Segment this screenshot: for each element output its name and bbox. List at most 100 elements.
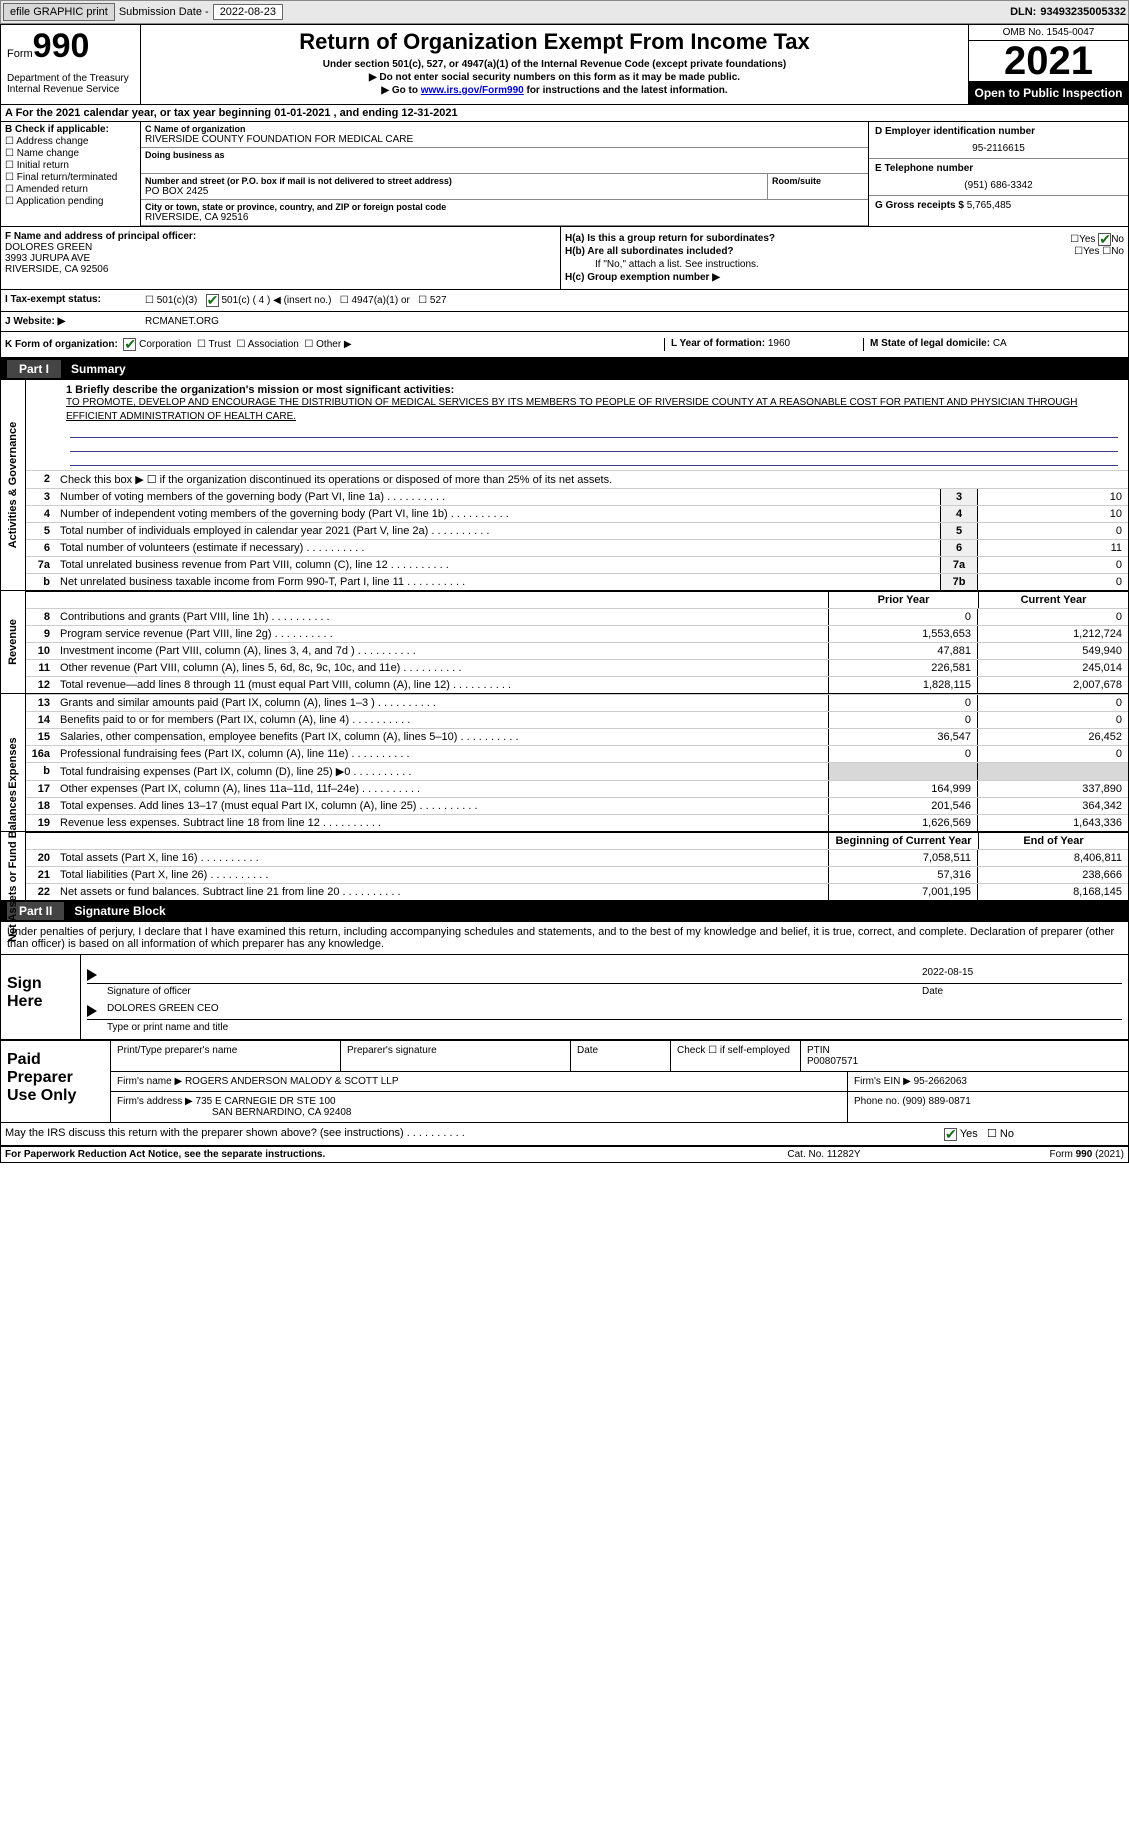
tax-status-label: I Tax-exempt status: bbox=[1, 290, 141, 311]
pp-firm-addr: Firm's address ▶ 735 E CARNEGIE DR STE 1… bbox=[111, 1092, 848, 1122]
tax-year: 2021 bbox=[969, 41, 1128, 82]
check-name-change[interactable]: ☐ Name change bbox=[5, 148, 136, 159]
check-initial-return[interactable]: ☐ Initial return bbox=[5, 160, 136, 171]
table-row: 18Total expenses. Add lines 13–17 (must … bbox=[26, 797, 1128, 814]
discuss-question: May the IRS discuss this return with the… bbox=[5, 1127, 944, 1141]
vert-activities-governance: Activities & Governance bbox=[1, 380, 26, 590]
officer-signature-field[interactable] bbox=[107, 967, 912, 981]
sign-date: 2022-08-15 bbox=[922, 967, 1122, 981]
form-subtitle: Under section 501(c), 527, or 4947(a)(1)… bbox=[149, 59, 960, 70]
dln-group: DLN: 93493235005332 bbox=[1010, 6, 1126, 18]
table-row: 6Total number of volunteers (estimate if… bbox=[26, 539, 1128, 556]
dba-cell: Doing business as bbox=[141, 148, 868, 174]
form-header: Form990 Department of the Treasury Inter… bbox=[1, 25, 1128, 104]
check-amended-return[interactable]: ☐ Amended return bbox=[5, 184, 136, 195]
paid-preparer-label: Paid Preparer Use Only bbox=[1, 1041, 111, 1122]
table-row: 15Salaries, other compensation, employee… bbox=[26, 728, 1128, 745]
ein-value: 95-2116615 bbox=[875, 143, 1122, 154]
dept-label: Department of the Treasury Internal Reve… bbox=[7, 73, 134, 95]
table-row: 14Benefits paid to or for members (Part … bbox=[26, 711, 1128, 728]
instructions-line: ▶ Go to www.irs.gov/Form990 for instruct… bbox=[149, 85, 960, 96]
dln-label: DLN: bbox=[1010, 6, 1036, 18]
sig-arrow-icon bbox=[87, 969, 97, 981]
footer-catno: Cat. No. 11282Y bbox=[724, 1149, 924, 1160]
pp-firm-name: Firm's name ▶ ROGERS ANDERSON MALODY & S… bbox=[111, 1072, 848, 1091]
table-row: bNet unrelated business taxable income f… bbox=[26, 573, 1128, 590]
check-application-pending[interactable]: ☐ Application pending bbox=[5, 196, 136, 207]
website-value: RCMANET.ORG bbox=[141, 312, 1128, 331]
dln-value: 93493235005332 bbox=[1040, 6, 1126, 18]
open-to-public: Open to Public Inspection bbox=[969, 82, 1128, 104]
vert-net-assets: Net Assets or Fund Balances bbox=[1, 832, 26, 900]
tax-status-options: ☐ 501(c)(3) 501(c) ( 4 ) ◀ (insert no.) … bbox=[141, 290, 1128, 311]
section-h: H(a) Is this a group return for subordin… bbox=[561, 227, 1128, 289]
form-number: 990 bbox=[33, 27, 90, 65]
gross-receipts-value: 5,765,485 bbox=[967, 200, 1012, 211]
table-row: 11Other revenue (Part VIII, column (A), … bbox=[26, 659, 1128, 676]
table-row: bTotal fundraising expenses (Part IX, co… bbox=[26, 762, 1128, 780]
check-final-return[interactable]: ☐ Final return/terminated bbox=[5, 172, 136, 183]
table-row: 21Total liabilities (Part X, line 26) . … bbox=[26, 866, 1128, 883]
table-row: 19Revenue less expenses. Subtract line 1… bbox=[26, 814, 1128, 831]
website-label: J Website: ▶ bbox=[1, 312, 141, 331]
table-row: 16aProfessional fundraising fees (Part I… bbox=[26, 745, 1128, 762]
officer-addr2: RIVERSIDE, CA 92506 bbox=[5, 264, 108, 275]
warning-line: ▶ Do not enter social security numbers o… bbox=[149, 72, 960, 83]
sig-officer-label: Signature of officer bbox=[107, 986, 912, 997]
discuss-yes-check[interactable] bbox=[944, 1128, 957, 1141]
section-b-head: B Check if applicable: bbox=[5, 124, 136, 135]
officer-addr1: 3993 JURUPA AVE bbox=[5, 253, 90, 264]
org-name: RIVERSIDE COUNTY FOUNDATION FOR MEDICAL … bbox=[145, 134, 864, 145]
org-name-cell: C Name of organization RIVERSIDE COUNTY … bbox=[141, 122, 868, 148]
table-row: 22Net assets or fund balances. Subtract … bbox=[26, 883, 1128, 900]
submission-date-label: Submission Date - bbox=[119, 6, 209, 18]
pp-date-lbl: Date bbox=[571, 1041, 671, 1071]
submission-date-group: Submission Date - 2022-08-23 bbox=[119, 4, 283, 20]
discuss-answer: Yes ☐ No bbox=[944, 1127, 1124, 1141]
tax-period-row: A For the 2021 calendar year, or tax yea… bbox=[1, 104, 1128, 121]
pp-sig-lbl: Preparer's signature bbox=[341, 1041, 571, 1071]
room-suite-cell: Room/suite bbox=[768, 174, 868, 199]
part2-header: Part II Signature Block bbox=[1, 900, 1128, 922]
table-row: 10Investment income (Part VIII, column (… bbox=[26, 642, 1128, 659]
part1-header: Part I Summary bbox=[1, 358, 1128, 380]
mission-text: TO PROMOTE, DEVELOP AND ENCOURAGE THE DI… bbox=[66, 396, 1122, 424]
officer-printed-name: DOLORES GREEN CEO bbox=[107, 1003, 1122, 1017]
check-corporation[interactable] bbox=[123, 338, 136, 351]
footer-left: For Paperwork Reduction Act Notice, see … bbox=[5, 1149, 724, 1160]
table-row: 13Grants and similar amounts paid (Part … bbox=[26, 694, 1128, 711]
city-state-zip: RIVERSIDE, CA 92516 bbox=[145, 212, 864, 223]
sig-date-label: Date bbox=[922, 986, 1122, 997]
check-501c4[interactable] bbox=[206, 294, 219, 307]
sig-arrow-icon bbox=[87, 1005, 97, 1017]
form-label: Form bbox=[7, 48, 33, 60]
pp-firm-phone: Phone no. (909) 889-0871 bbox=[848, 1092, 1128, 1122]
phone-cell: E Telephone number (951) 686-3342 bbox=[869, 159, 1128, 196]
pp-firm-ein: Firm's EIN ▶ 95-2662063 bbox=[848, 1072, 1128, 1091]
pp-ptin: PTINP00807571 bbox=[801, 1041, 1128, 1071]
table-row: 12Total revenue—add lines 8 through 11 (… bbox=[26, 676, 1128, 693]
q2-text: Check this box ▶ ☐ if the organization d… bbox=[56, 471, 1128, 488]
street-address-cell: Number and street (or P.O. box if mail i… bbox=[141, 174, 768, 199]
table-row: 9Program service revenue (Part VIII, lin… bbox=[26, 625, 1128, 642]
table-row: 7aTotal unrelated business revenue from … bbox=[26, 556, 1128, 573]
section-f: F Name and address of principal officer:… bbox=[1, 227, 561, 289]
city-cell: City or town, state or province, country… bbox=[141, 200, 868, 226]
efile-print-button[interactable]: efile GRAPHIC print bbox=[3, 3, 115, 21]
section-b: B Check if applicable: ☐ Address change … bbox=[1, 122, 141, 226]
phone-value: (951) 686-3342 bbox=[875, 180, 1122, 191]
footer-right: Form 990 (2021) bbox=[924, 1149, 1124, 1160]
top-toolbar: efile GRAPHIC print Submission Date - 20… bbox=[0, 0, 1129, 24]
table-row: 4Number of independent voting members of… bbox=[26, 505, 1128, 522]
year-formation: L Year of formation: 1960 bbox=[664, 338, 864, 351]
vert-revenue: Revenue bbox=[1, 591, 26, 693]
pp-name-lbl: Print/Type preparer's name bbox=[111, 1041, 341, 1071]
irs-link[interactable]: www.irs.gov/Form990 bbox=[421, 85, 524, 96]
table-row: 20Total assets (Part X, line 16) . . . .… bbox=[26, 849, 1128, 866]
officer-name: DOLORES GREEN bbox=[5, 242, 92, 253]
form-title: Return of Organization Exempt From Incom… bbox=[149, 29, 960, 55]
ein-cell: D Employer identification number 95-2116… bbox=[869, 122, 1128, 159]
gross-receipts-cell: G Gross receipts $ 5,765,485 bbox=[869, 196, 1128, 215]
pp-selfemp[interactable]: Check ☐ if self-employed bbox=[671, 1041, 801, 1071]
check-address-change[interactable]: ☐ Address change bbox=[5, 136, 136, 147]
